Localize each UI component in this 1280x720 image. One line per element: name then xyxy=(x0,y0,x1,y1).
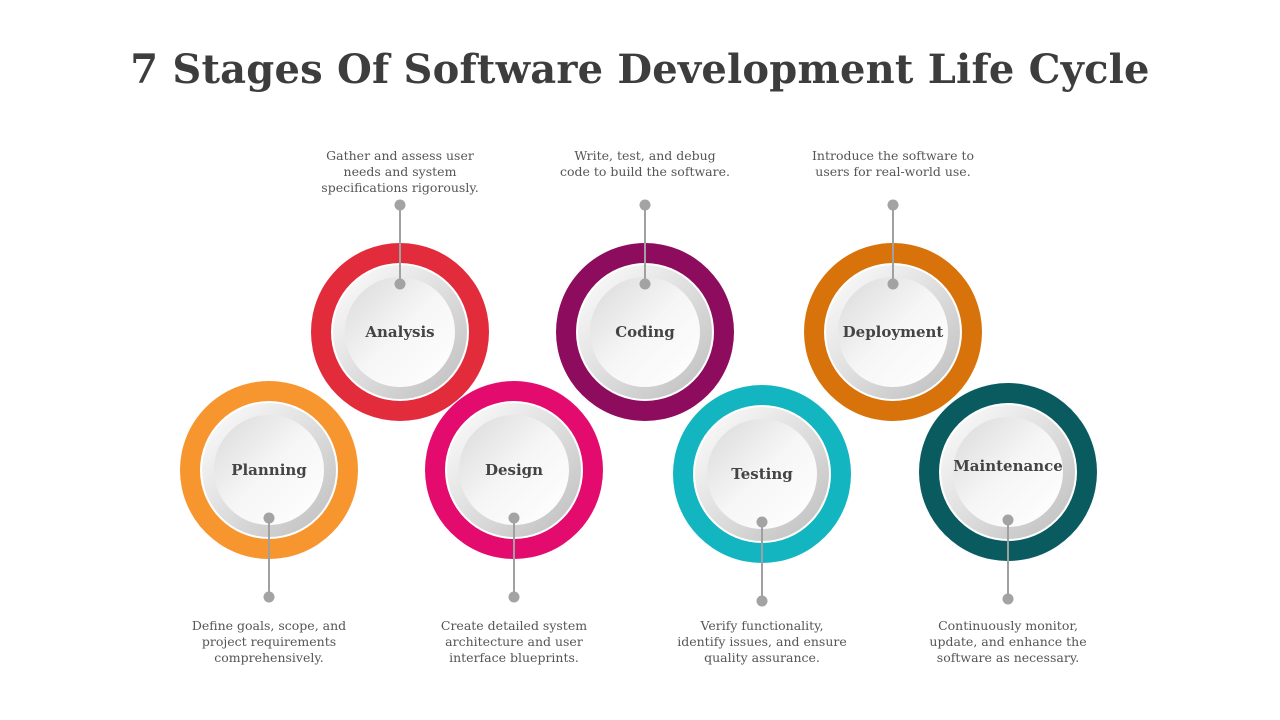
stage-coding: Coding xyxy=(556,199,734,421)
stage-analysis-inner-dot xyxy=(394,278,406,290)
stage-analysis-label: Analysis xyxy=(364,323,434,341)
stage-design-inner-dot xyxy=(508,512,520,524)
stage-maintenance-description: Continuously monitor, update, and enhanc… xyxy=(929,618,1087,665)
stage-deployment-description: Introduce the software to users for real… xyxy=(811,148,975,179)
stage-planning-description: Define goals, scope, and project require… xyxy=(191,618,347,665)
stage-design: Design xyxy=(425,381,603,603)
stage-testing-outer-dot xyxy=(756,595,768,607)
stage-coding-description: Write, test, and debug code to build the… xyxy=(560,148,730,179)
stage-planning-inner-dot xyxy=(263,512,275,524)
stage-design-outer-dot xyxy=(508,591,520,603)
stage-analysis: Analysis xyxy=(311,199,489,421)
stage-maintenance-disc xyxy=(953,417,1063,527)
page-title: 7 Stages Of Software Development Life Cy… xyxy=(130,46,1150,93)
stage-planning-outer-dot xyxy=(263,591,275,603)
stage-design-description: Create detailed system architecture and … xyxy=(440,618,588,665)
stage-testing-inner-dot xyxy=(756,516,768,528)
stage-testing-disc xyxy=(707,419,817,529)
stage-deployment: Deployment xyxy=(804,199,982,421)
stage-deployment-label: Deployment xyxy=(843,323,944,341)
stage-analysis-outer-dot xyxy=(394,199,406,211)
stage-testing-label: Testing xyxy=(731,465,793,483)
stage-design-disc xyxy=(459,415,569,525)
stage-maintenance-inner-dot xyxy=(1002,514,1014,526)
stage-testing-description: Verify functionality, identify issues, a… xyxy=(677,618,847,665)
stage-deployment-outer-dot xyxy=(887,199,899,211)
stage-planning-disc xyxy=(214,415,324,525)
stage-coding-label: Coding xyxy=(615,323,675,341)
stage-coding-inner-dot xyxy=(639,278,651,290)
stage-analysis-disc xyxy=(345,277,455,387)
stage-maintenance-label: Maintenance xyxy=(953,457,1063,475)
stage-planning-label: Planning xyxy=(231,461,307,479)
stage-testing: Testing xyxy=(673,385,851,607)
stage-maintenance: Maintenance xyxy=(919,383,1097,605)
stage-coding-outer-dot xyxy=(639,199,651,211)
stage-analysis-description: Gather and assess user needs and system … xyxy=(321,148,479,195)
stage-planning: Planning xyxy=(180,381,358,603)
stage-design-label: Design xyxy=(485,461,543,479)
stage-deployment-inner-dot xyxy=(887,278,899,290)
stage-coding-disc xyxy=(590,277,700,387)
stage-maintenance-outer-dot xyxy=(1002,593,1014,605)
stage-deployment-disc xyxy=(838,277,948,387)
